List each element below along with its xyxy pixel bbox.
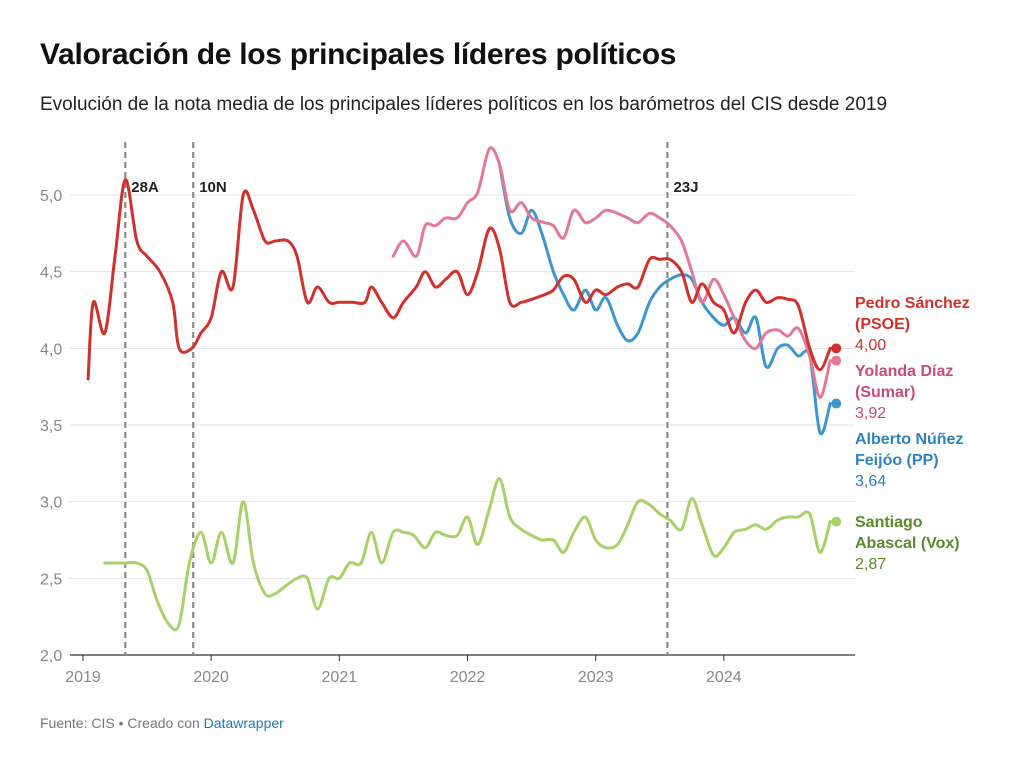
x-tick-label: 2019 — [65, 669, 101, 686]
series-label-name: (PSOE) — [855, 316, 910, 333]
series-label-name: Alberto Núñez — [855, 431, 963, 448]
y-tick-label: 3,0 — [40, 495, 62, 512]
series-end-point — [831, 355, 842, 366]
footer: Fuente: CIS • Creado con Datawrapper — [40, 715, 284, 731]
series-end-point — [831, 516, 842, 527]
series-label-name: Pedro Sánchez — [855, 295, 970, 312]
datawrapper-link[interactable]: Datawrapper — [203, 715, 284, 731]
series-label-value: 2,87 — [855, 556, 886, 573]
series-line-psoe — [86, 178, 832, 381]
series-label-name: (Sumar) — [855, 384, 915, 401]
series-label-name: Santiago — [855, 514, 923, 531]
series-label-value: 3,92 — [855, 405, 886, 422]
series-end-point — [831, 343, 842, 354]
x-tick-label: 2021 — [322, 669, 358, 686]
y-tick-label: 3,5 — [40, 418, 62, 435]
series-end-point — [831, 398, 842, 409]
x-tick-label: 2020 — [193, 669, 229, 686]
footer-source: Fuente: CIS • Creado con — [40, 715, 204, 731]
series-label-value: 3,64 — [855, 473, 886, 490]
y-tick-label: 5,0 — [40, 188, 62, 205]
series-label-name: Abascal (Vox) — [855, 535, 960, 552]
event-label: 23J — [673, 179, 698, 196]
series-label-value: 4,00 — [855, 337, 886, 354]
y-tick-label: 2,5 — [40, 571, 62, 588]
event-label: 28A — [131, 179, 159, 196]
x-tick-label: 2024 — [706, 669, 742, 686]
y-tick-label: 4,0 — [40, 341, 62, 358]
event-label: 10N — [199, 179, 227, 196]
series-label-name: Feijóo (PP) — [855, 452, 939, 469]
chart-subtitle: Evolución de la nota media de los princi… — [40, 94, 888, 115]
series-line-vox — [103, 477, 832, 632]
x-tick-label: 2023 — [578, 669, 614, 686]
series-line-sumar — [391, 146, 832, 399]
series-label-name: Yolanda Díaz — [855, 363, 953, 380]
y-tick-label: 4,5 — [40, 265, 62, 282]
chart-title: Valoración de los principales líderes po… — [40, 38, 677, 71]
x-tick-label: 2022 — [450, 669, 486, 686]
y-tick-label: 2,0 — [40, 648, 62, 665]
series-line-pp — [498, 162, 832, 436]
